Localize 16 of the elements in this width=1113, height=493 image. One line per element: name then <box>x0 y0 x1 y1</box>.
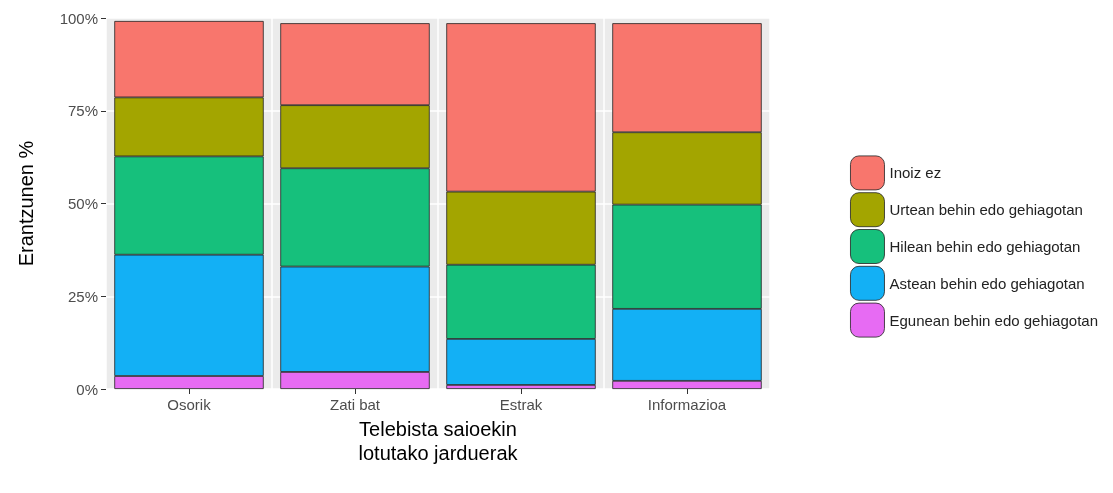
legend-label: Inoiz ez <box>889 164 942 182</box>
x-tick-label: Informazioa <box>647 396 727 413</box>
x-tick-label: Osorik <box>167 396 212 413</box>
x-axis-title: Telebista saioekin lotutako jarduerak <box>358 418 519 464</box>
y-tick-label: 75% <box>67 102 98 120</box>
y-tick-label: 25% <box>67 287 98 305</box>
legend-label: Urtean behin edo gehiagotan <box>889 201 1083 219</box>
legend-label: Astean behin edo gehiagotan <box>889 274 1085 292</box>
y-axis-title: Erantzunen % <box>15 140 37 267</box>
y-tick-label: 100% <box>59 9 98 27</box>
x-tick-label: Zati bat <box>329 396 381 413</box>
x-tick-label: Estrak <box>499 396 543 413</box>
legend-label: Egunean behin edo gehiagotan <box>889 311 1098 329</box>
y-tick-label: 50% <box>67 195 98 212</box>
legend-label: Hilean behin edo gehiagotan <box>889 238 1081 255</box>
y-tick-label: 0% <box>76 380 98 398</box>
